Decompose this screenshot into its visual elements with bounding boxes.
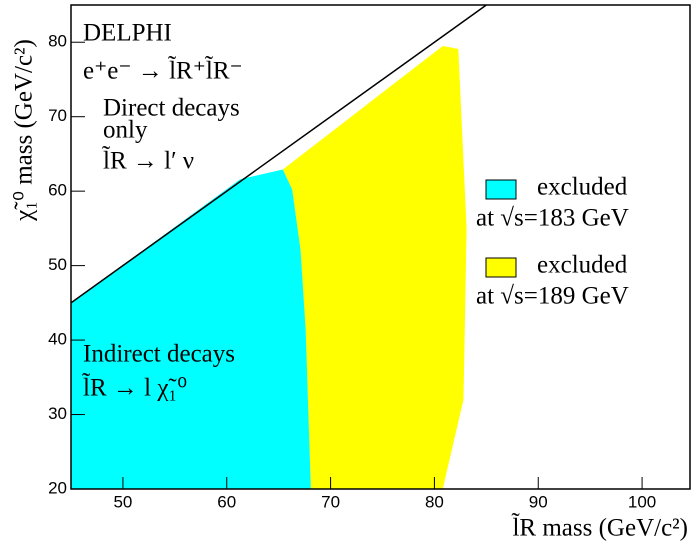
excluded-region bbox=[71, 169, 311, 489]
y-tick-label: 40 bbox=[48, 330, 67, 349]
legend-label: at √s=183 GeV bbox=[476, 205, 629, 232]
x-tick-label: 100 bbox=[628, 492, 656, 511]
annotation: l̃R → l χ̃₁⁰ bbox=[82, 373, 187, 402]
excluded-region bbox=[282, 45, 467, 489]
legend-label: at √s=189 GeV bbox=[476, 283, 629, 310]
y-tick-label: 70 bbox=[48, 106, 67, 125]
annotation: l̃R → l′ ν bbox=[102, 146, 194, 175]
annotation: Direct decays bbox=[103, 95, 240, 122]
annotation: Indirect decays bbox=[83, 341, 235, 368]
x-tick-label: 50 bbox=[113, 492, 132, 511]
legend-label: excluded bbox=[537, 174, 628, 201]
y-tick-label: 20 bbox=[48, 478, 67, 497]
legend-swatch bbox=[485, 257, 517, 278]
annotation: only bbox=[103, 117, 148, 144]
annotation: e⁺e⁻ → l̃R⁺l̃R⁻ bbox=[83, 56, 243, 85]
x-axis-title: l̃R mass (GeV/c²) bbox=[511, 513, 688, 542]
x-tick-label: 80 bbox=[425, 492, 444, 511]
x-tick-label: 60 bbox=[217, 492, 236, 511]
y-tick-label: 80 bbox=[48, 32, 67, 51]
y-tick-label: 50 bbox=[48, 255, 67, 274]
y-axis-title: χ̃₁⁰ mass (GeV/c²) bbox=[11, 39, 38, 222]
chart-title: DELPHI bbox=[83, 20, 172, 47]
x-tick-label: 70 bbox=[321, 492, 340, 511]
y-tick-label: 60 bbox=[48, 181, 67, 200]
plot-frame bbox=[70, 4, 691, 490]
legend-label: excluded bbox=[537, 252, 628, 279]
y-tick-label: 30 bbox=[48, 404, 67, 423]
legend-swatch bbox=[485, 179, 517, 200]
kinematic-limit bbox=[70, 4, 487, 304]
x-tick-label: 90 bbox=[529, 492, 548, 511]
